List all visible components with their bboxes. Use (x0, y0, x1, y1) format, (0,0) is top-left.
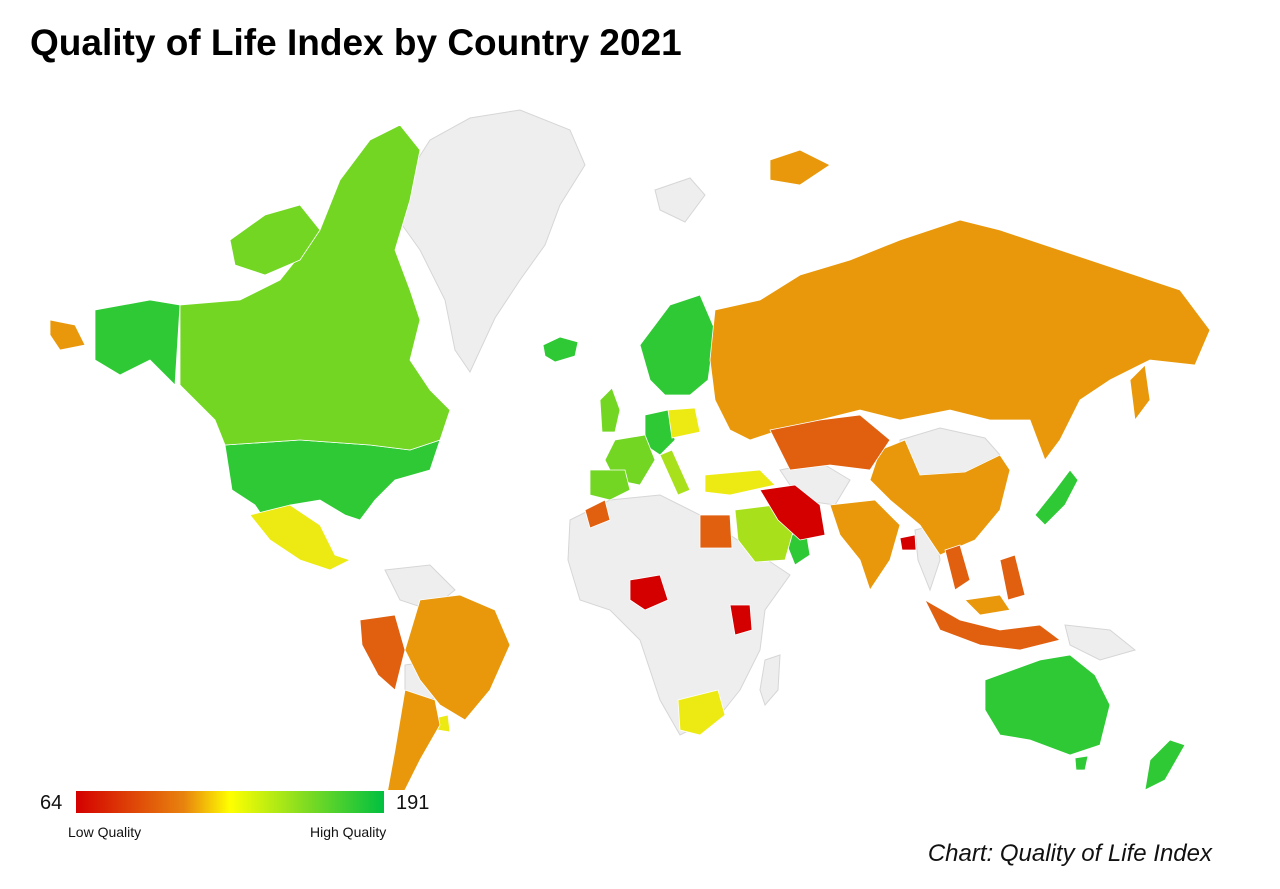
region-usa (224, 439, 441, 521)
region-italy (659, 449, 691, 496)
region-africa (567, 494, 791, 736)
region-japan (1034, 469, 1079, 526)
legend-low-label: Low Quality (68, 824, 142, 840)
region-argentina (387, 689, 441, 790)
high-regions (179, 124, 656, 501)
region-uk (599, 387, 621, 433)
legend-min-value: 64 (40, 792, 63, 814)
region-kenya (729, 604, 753, 636)
mid-regions (249, 407, 776, 736)
lower-mid-regions (49, 149, 1211, 790)
region-arctic-islands (229, 204, 321, 276)
region-papua (1064, 624, 1137, 661)
region-alaska-aleutians (49, 319, 86, 351)
world-choropleth-map (49, 109, 1211, 790)
region-madagascar (759, 654, 781, 706)
legend-max-value: 191 (396, 792, 430, 814)
region-india (829, 499, 901, 591)
region-canada (179, 124, 451, 451)
region-new-zealand (1144, 739, 1186, 790)
region-brazil (404, 594, 511, 721)
region-indonesia (924, 598, 1061, 651)
region-spain (589, 469, 631, 501)
no-data-regions (384, 109, 1137, 736)
region-nigeria (629, 574, 669, 611)
region-malaysia (964, 594, 1011, 616)
region-turkey (704, 469, 776, 496)
region-russia (709, 219, 1211, 461)
legend-high-label: High Quality (310, 824, 387, 840)
region-svalbard (654, 177, 706, 223)
legend-color-scale (76, 791, 384, 813)
region-china (869, 439, 1011, 556)
region-iceland (542, 336, 579, 363)
region-australia (984, 654, 1111, 756)
region-kamchatka (1129, 364, 1151, 422)
region-far-east-islands (769, 149, 831, 186)
region-alaska (94, 299, 181, 386)
region-mexico (249, 504, 352, 571)
region-iran (759, 484, 826, 541)
region-bangladesh (899, 534, 917, 551)
map-title: Quality of Life Index by Country 2021 (30, 22, 682, 63)
region-philippines (999, 554, 1026, 601)
region-south-africa (677, 689, 726, 736)
low-regions (359, 414, 1061, 691)
region-egypt (699, 514, 733, 549)
region-poland (667, 407, 701, 439)
very-high-regions (94, 294, 1186, 790)
region-tasmania (1074, 755, 1089, 771)
chart-source: Chart: Quality of Life Index (927, 840, 1212, 867)
region-morocco (584, 499, 611, 529)
very-low-regions (629, 484, 917, 636)
region-peru (359, 614, 406, 691)
region-greenland (394, 109, 586, 374)
region-kazakhstan (769, 414, 891, 471)
region-vietnam (944, 544, 971, 591)
region-scandinavia (639, 294, 716, 396)
